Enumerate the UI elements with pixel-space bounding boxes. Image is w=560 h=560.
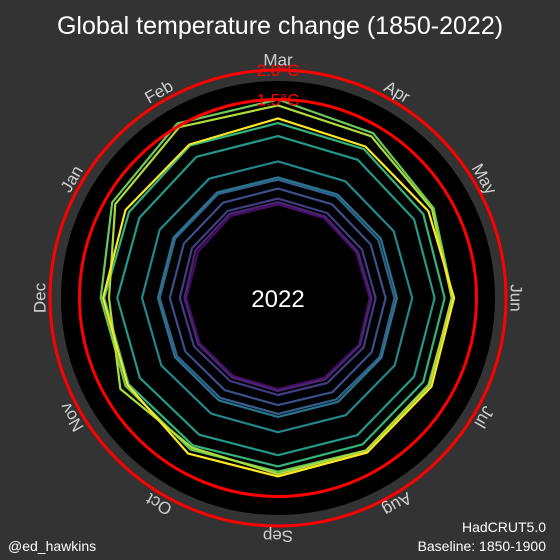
spiral-series-2000s <box>116 135 436 457</box>
spiral-series-1960s <box>156 176 398 418</box>
center-year-label: 2022 <box>251 286 304 313</box>
spiral-series-2020 <box>107 104 453 476</box>
month-label-dec: Dec <box>30 282 49 313</box>
spiral-series-1900s <box>178 197 377 397</box>
reference-ring-2 <box>48 68 508 528</box>
spiral-series-1920s <box>168 187 387 407</box>
reference-ring-1-5 <box>78 98 478 498</box>
reference-ring-label: 1.5°C <box>257 91 300 110</box>
month-label-sep: Sep <box>263 527 293 546</box>
spiral-series-1980s <box>140 160 414 434</box>
chart-title: Global temperature change (1850-2022) <box>57 12 503 40</box>
month-label-mar: Mar <box>263 50 293 69</box>
spiral-series-1940s <box>158 178 396 415</box>
month-label-jun: Jun <box>507 284 526 311</box>
credit-baseline: Baseline: 1850-1900 <box>418 538 547 554</box>
spiral-series-1850s <box>185 203 371 391</box>
spiral-series-2022 <box>102 117 456 478</box>
credit-dataset: HadCRUT5.0 <box>462 519 546 535</box>
credit-author: @ed_hawkins <box>8 538 96 554</box>
reference-ring-label: 2.0°C <box>257 61 300 80</box>
reference-ring-layer: 1.5°C 2.0°C <box>48 61 508 528</box>
spiral-series-2010s <box>103 122 446 468</box>
spiral-series-1880s <box>183 201 373 392</box>
